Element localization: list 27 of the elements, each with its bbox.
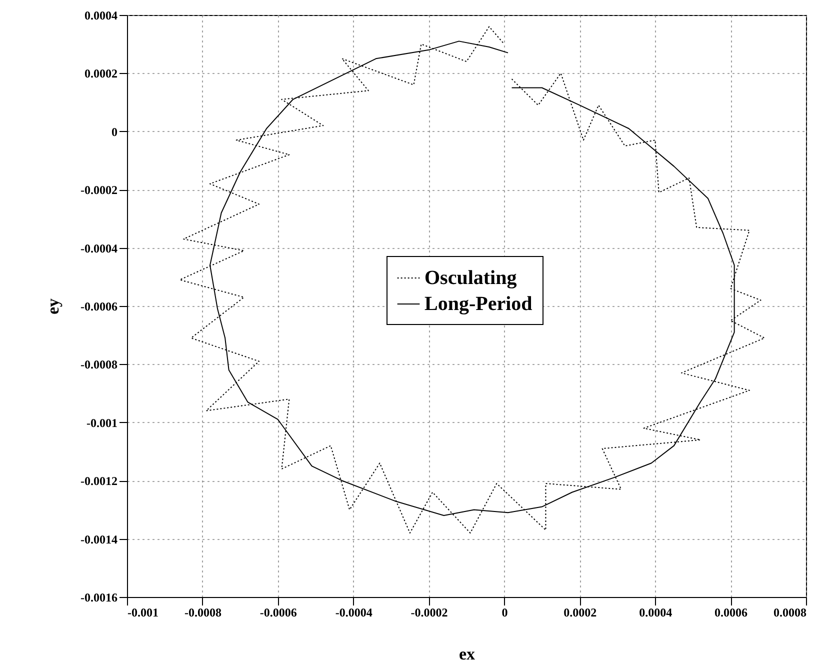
y-tick-label: -0.0006	[80, 300, 118, 314]
x-tick-label: -0.0006	[260, 606, 297, 620]
x-tick-label: -0.0002	[410, 606, 448, 620]
line-series	[209, 40, 735, 516]
legend-label: Osculating	[424, 267, 517, 289]
y-tick-label: -0.0008	[80, 358, 118, 372]
y-tick-label: -0.001	[86, 416, 118, 430]
x-tick-label: -0.001	[128, 606, 158, 620]
y-tick-label: 0	[112, 124, 118, 139]
y-tick-label: 0.0002	[84, 66, 118, 81]
x-axis-title: ex	[458, 644, 476, 664]
y-tick-label: -0.0004	[80, 241, 118, 256]
x-tick-label: 0.0006	[714, 606, 748, 620]
y-tick-label: -0.0014	[80, 532, 118, 546]
y-axis-title: ey	[44, 298, 63, 315]
legend-label: Long-Period	[424, 293, 532, 315]
x-tick-label: 0	[502, 606, 508, 620]
y-tick-label: -0.0002	[80, 183, 118, 198]
y-tick-label: 0.0004	[84, 8, 118, 22]
x-tick-label: 0.0004	[639, 606, 672, 620]
x-tick-label: -0.0008	[184, 606, 222, 620]
x-tick-label: 0.0002	[564, 606, 597, 620]
line-series	[179, 26, 766, 534]
y-tick-label: -0.0012	[80, 474, 118, 488]
x-tick-label: -0.0004	[335, 606, 372, 620]
x-tick-label: 0.0008	[774, 606, 806, 620]
y-tick-label: -0.0016	[80, 590, 118, 604]
